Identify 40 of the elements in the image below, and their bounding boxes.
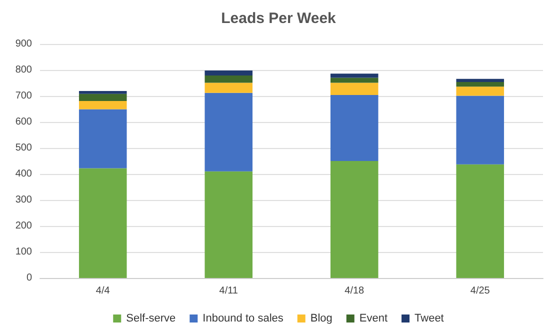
- bar: [78, 168, 127, 278]
- x-tick-label: 4/4: [96, 286, 110, 296]
- bar: [78, 91, 127, 94]
- bar: [204, 82, 253, 93]
- legend-label: Inbound to sales: [202, 312, 284, 324]
- y-tick-label: 500: [15, 142, 32, 154]
- bar: [204, 92, 253, 172]
- y-tick-label: 800: [15, 64, 32, 76]
- y-tick-label: 300: [15, 194, 32, 206]
- bar: [456, 82, 504, 87]
- y-tick-label: 900: [15, 38, 32, 50]
- bar: [456, 164, 504, 278]
- bar: [330, 78, 378, 83]
- y-tick-label: 0: [26, 272, 32, 284]
- bar: [330, 94, 378, 161]
- legend-label: Tweet: [414, 312, 444, 324]
- bar: [456, 86, 504, 96]
- bar: [330, 82, 378, 95]
- y-tick-label: 400: [15, 168, 32, 180]
- bar: [456, 78, 504, 82]
- bar: [78, 109, 127, 168]
- bar: [204, 75, 253, 83]
- legend-label: Self-serve: [126, 312, 176, 324]
- bar: [456, 96, 504, 164]
- bar: [204, 171, 253, 278]
- bar: [330, 74, 378, 78]
- y-tick-label: 600: [15, 116, 32, 128]
- y-tick-label: 200: [15, 220, 32, 232]
- bar: [330, 161, 378, 278]
- x-tick-label: 4/11: [219, 286, 238, 296]
- x-tick-label: 4/18: [344, 286, 365, 296]
- bar: [78, 100, 127, 110]
- chart-title: Leads Per Week: [221, 10, 337, 27]
- bar: [78, 94, 127, 101]
- y-tick-label: 700: [15, 90, 32, 102]
- legend-label: Event: [359, 312, 388, 324]
- legend-label: Blog: [310, 312, 332, 324]
- x-tick-label: 4/25: [470, 286, 490, 296]
- y-tick-label: 100: [15, 246, 32, 258]
- bar: [204, 70, 253, 76]
